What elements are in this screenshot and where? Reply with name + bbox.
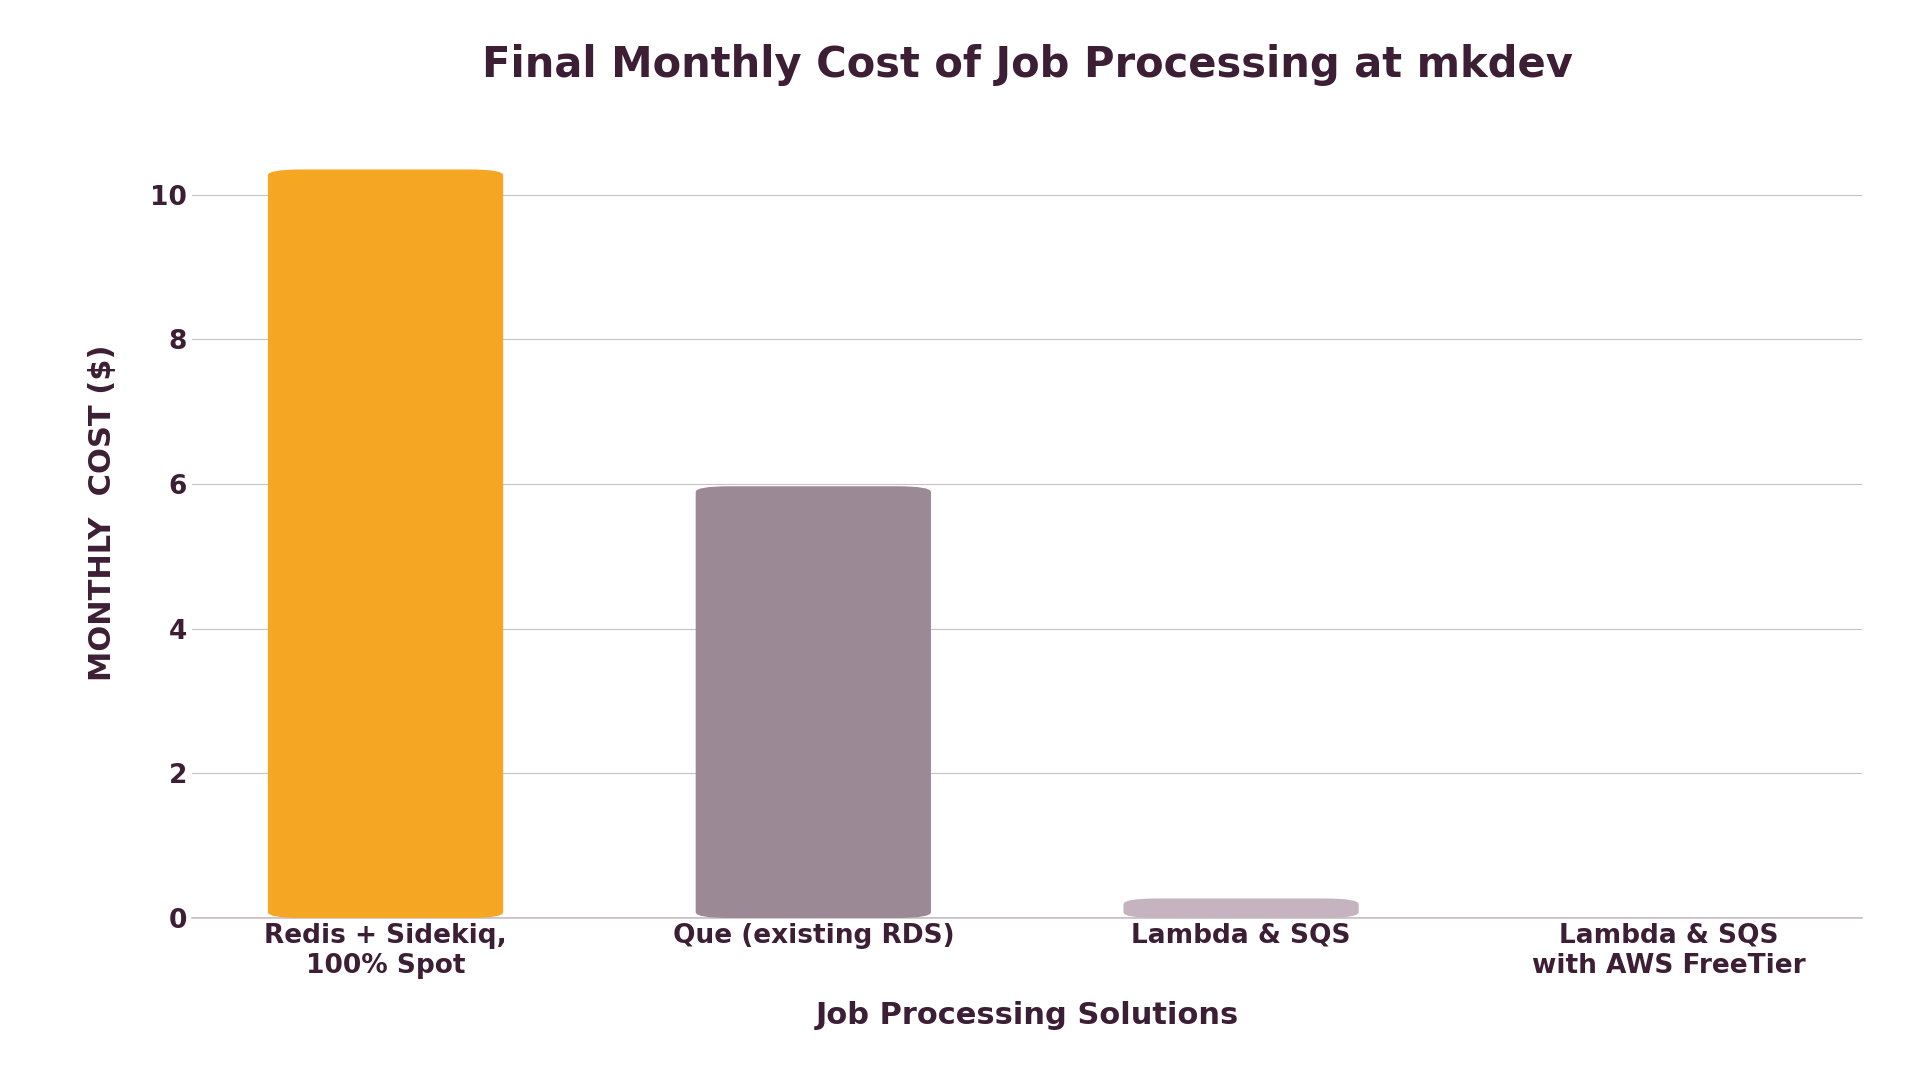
X-axis label: Job Processing Solutions: Job Processing Solutions (816, 1001, 1238, 1030)
Title: Final Monthly Cost of Job Processing at mkdev: Final Monthly Cost of Job Processing at … (482, 44, 1572, 86)
FancyBboxPatch shape (1123, 899, 1359, 918)
FancyBboxPatch shape (269, 170, 503, 918)
Y-axis label: MONTHLY  COST ($): MONTHLY COST ($) (88, 345, 117, 681)
FancyBboxPatch shape (695, 486, 931, 918)
